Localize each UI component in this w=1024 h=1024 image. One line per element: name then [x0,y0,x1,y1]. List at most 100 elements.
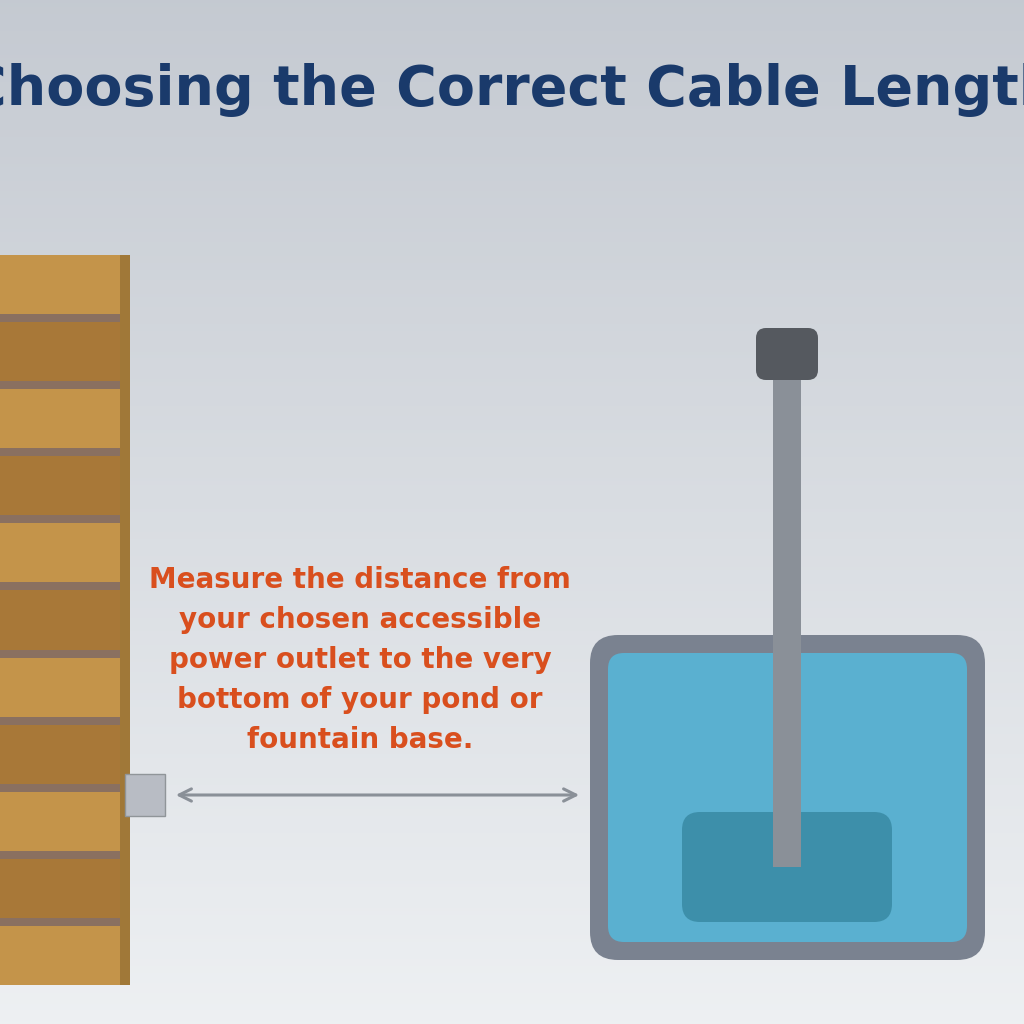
Bar [0,515,1024,520]
Bar [0,645,1024,649]
Bar [0,649,130,657]
Bar [0,532,1024,537]
Bar [0,430,1024,434]
FancyBboxPatch shape [590,635,985,961]
Bar [0,765,1024,769]
Bar [0,202,1024,206]
Bar [0,717,130,725]
Bar [0,986,1024,991]
Bar [0,255,130,314]
Bar [0,859,130,918]
Bar [0,454,1024,459]
Bar [125,774,165,816]
Bar [0,437,1024,441]
Bar [0,601,1024,605]
Bar [0,481,1024,485]
Bar [0,113,1024,117]
Bar [0,382,1024,387]
Bar [0,673,1024,677]
Bar [0,707,1024,711]
Bar [0,222,1024,226]
Bar [0,348,1024,352]
Bar [0,369,1024,373]
Bar [0,140,1024,144]
Bar [0,464,1024,469]
Bar [0,457,130,515]
Bar [0,386,1024,390]
Bar [0,556,1024,561]
Bar [0,89,1024,93]
Bar [0,663,1024,667]
Bar [0,563,1024,567]
Bar [0,993,1024,997]
Bar [0,379,1024,383]
Bar [0,583,130,591]
Bar [0,1014,1024,1018]
Bar [0,529,1024,534]
Bar [0,509,1024,513]
Bar [0,625,1024,629]
Bar [0,699,1024,705]
Bar [0,17,1024,22]
Bar [0,321,1024,326]
Bar [0,604,1024,608]
Bar [0,443,1024,449]
Bar [0,959,1024,964]
Bar [0,983,1024,987]
Bar [0,919,1024,923]
Bar [0,703,1024,708]
Bar [0,54,1024,59]
Bar [0,284,1024,288]
Bar [0,584,1024,588]
Bar [0,310,1024,315]
Bar [0,693,1024,697]
FancyBboxPatch shape [608,653,967,942]
Bar [0,710,1024,715]
Bar [0,427,1024,431]
Bar [0,744,1024,749]
Bar [0,297,1024,301]
Bar [0,133,1024,137]
Bar [0,151,1024,155]
Bar [0,725,130,783]
Bar [0,187,1024,193]
Bar [0,20,1024,25]
Bar [0,120,1024,124]
Bar [0,851,130,859]
Bar [0,676,1024,680]
Bar [0,901,1024,905]
Bar [0,581,1024,585]
Bar [0,837,1024,841]
Bar [0,1007,1024,1012]
Bar [0,239,1024,244]
Bar [0,389,130,449]
Bar [0,918,130,926]
Bar [0,99,1024,103]
Bar [0,942,1024,946]
Bar [0,269,1024,274]
Bar [0,809,1024,813]
Bar [120,255,130,985]
Bar [0,154,1024,158]
Bar [0,130,1024,134]
Bar [0,228,1024,233]
Bar [0,669,1024,674]
Bar [0,307,1024,311]
Bar [0,259,1024,264]
Bar [0,157,1024,162]
Bar [0,904,1024,909]
Bar [0,642,1024,646]
Bar [0,857,1024,861]
Bar [0,212,1024,216]
Bar [0,714,1024,718]
Bar [0,973,1024,977]
Bar [0,253,1024,257]
Bar [0,126,1024,131]
Bar [0,553,1024,557]
Bar [0,505,1024,510]
Bar [0,720,1024,725]
Bar [0,413,1024,418]
Bar [0,840,1024,844]
Bar [0,546,1024,551]
Bar [0,683,1024,687]
